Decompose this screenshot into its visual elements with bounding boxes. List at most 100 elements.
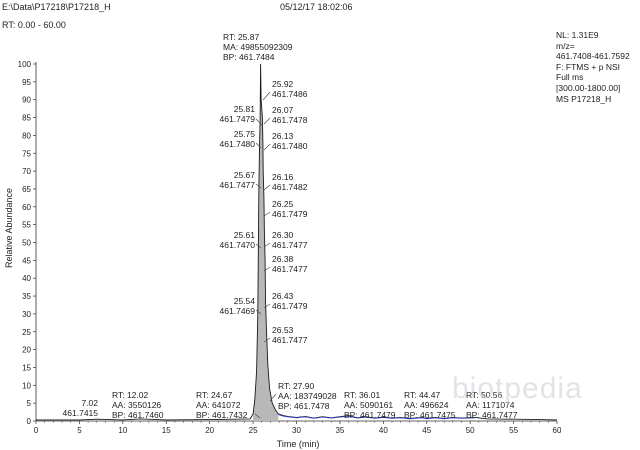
peak-label: 25.54 461.7469 xyxy=(220,296,256,316)
acquisition-datetime: 05/12/17 18:02:06 xyxy=(280,2,353,12)
peak-label-line: 7.02 xyxy=(81,398,98,408)
y-tick-label: 70 xyxy=(22,167,31,176)
x-tick-label: 15 xyxy=(162,426,171,435)
y-tick-label: 100 xyxy=(18,60,32,69)
x-axis: 0 5 10 15 20 25 30 35 40 45 50 55 60 xyxy=(34,420,562,435)
peak-label-line: RT: 25.87 xyxy=(223,32,260,42)
y-tick-label: 40 xyxy=(22,274,31,283)
y-tick-label: 35 xyxy=(22,292,31,301)
label-leader-line xyxy=(255,309,262,315)
peak-label-line: 26.16 xyxy=(272,172,294,182)
y-axis: 0 5 10 15 20 25 30 35 40 45 50 55 60 65 70 75 80 85 90 95 10… xyxy=(18,60,37,426)
peak-label: 26.07 461.7478 xyxy=(272,105,308,125)
x-axis-label: Time (min) xyxy=(277,439,320,449)
peak-label: 25.61 461.7470 xyxy=(220,230,256,250)
label-leader-line xyxy=(255,183,262,189)
peak-label-line: 461.7486 xyxy=(272,89,308,99)
peak-label-line: 461.7477 xyxy=(272,335,308,345)
peak-label: RT: 12.02 AA: 3550126 BP: 461.7460 xyxy=(112,390,164,420)
y-tick-label: 15 xyxy=(22,363,31,372)
peak-label: 7.02 461.7415 xyxy=(63,398,99,418)
peak-label-line: 461.7477 xyxy=(272,264,308,274)
x-tick-label: 35 xyxy=(335,426,344,435)
label-leader-line xyxy=(263,184,271,191)
peak-label-line: BP: 461.7484 xyxy=(223,52,275,62)
peak-label-line: AA: 1171074 xyxy=(466,400,515,410)
y-tick-label: 25 xyxy=(22,328,31,337)
peak-label: 26.13 461.7480 xyxy=(272,131,308,151)
peak-label: 26.30 461.7477 xyxy=(272,230,308,250)
info-line: NL: 1.31E9 xyxy=(556,30,599,40)
x-tick-label: 40 xyxy=(379,426,388,435)
peak-label: RT: 25.87 MA: 49855092309 BP: 461.7484 xyxy=(223,32,293,62)
x-tick-label: 10 xyxy=(118,426,127,435)
label-leader-line xyxy=(263,117,271,125)
peak-label-line: 25.61 xyxy=(234,230,256,240)
peak-label-line: 461.7478 xyxy=(272,115,308,125)
peak-label-line: RT: 24.67 xyxy=(196,390,233,400)
rt-range: RT: 0.00 - 60.00 xyxy=(2,20,66,30)
label-leader-line xyxy=(263,143,271,151)
y-tick-label: 5 xyxy=(27,399,32,408)
peak-label-line: 25.54 xyxy=(234,296,256,306)
peak-label: 26.53 461.7477 xyxy=(272,325,308,345)
peak-label-line: 461.7479 xyxy=(272,209,308,219)
y-tick-label: 85 xyxy=(22,114,31,123)
peak-label-line: RT: 27.90 xyxy=(278,381,315,391)
peak-label-line: BP: 461.7477 xyxy=(466,410,518,420)
peak-label-line: 25.75 xyxy=(234,129,256,139)
peak-label-line: BP: 461.7460 xyxy=(112,410,164,420)
peak-label: 25.81 461.7479 xyxy=(220,104,256,124)
y-tick-label: 20 xyxy=(22,346,31,355)
label-leader-line xyxy=(263,242,271,248)
y-tick-label: 60 xyxy=(22,203,31,212)
peak-label-line: BP: 461.7478 xyxy=(278,401,330,411)
peak-label: 26.43 461.7479 xyxy=(272,291,308,311)
baseline-trace xyxy=(278,414,476,420)
peak-label-line: AA: 641072 xyxy=(196,400,241,410)
label-leader-line xyxy=(255,118,263,126)
peak-label-line: 461.7470 xyxy=(220,240,256,250)
peak-label: 26.38 461.7477 xyxy=(272,254,308,274)
peak-label-line: 25.67 xyxy=(234,170,256,180)
peak-label: RT: 36.01 AA: 5090161 BP: 461.7479 xyxy=(344,390,396,420)
y-tick-label: 45 xyxy=(22,256,31,265)
peak-label-line: 461.7477 xyxy=(272,240,308,250)
peak-label-line: 26.25 xyxy=(272,199,294,209)
peak-label-line: 26.38 xyxy=(272,254,294,264)
y-tick-label: 95 xyxy=(22,78,31,87)
file-path: E:\Data\P17218\P17218_H xyxy=(2,2,111,12)
peak-label-line: RT: 50.56 xyxy=(466,390,503,400)
peak-label-line: 26.53 xyxy=(272,325,294,335)
peak-label: RT: 44.47 AA: 496624 BP: 461.7475 xyxy=(404,390,456,420)
y-tick-label: 80 xyxy=(22,131,31,140)
peak-label-line: 461.7477 xyxy=(220,180,256,190)
y-tick-label: 90 xyxy=(22,96,31,105)
peak-label-line: MA: 49855092309 xyxy=(223,42,293,52)
peak-label-line: 461.7479 xyxy=(272,301,308,311)
peak-label-line: RT: 36.01 xyxy=(344,390,381,400)
info-line: 461.7408-461.7592 xyxy=(556,51,630,62)
peak-label: 25.67 461.7477 xyxy=(220,170,256,190)
scan-info-box: NL: 1.31E9 m/z= 461.7408-461.7592 F: FTM… xyxy=(556,30,630,104)
watermark-logo: biotpedia xyxy=(452,372,583,405)
peak-label: RT: 24.67 AA: 641072 BP: 461.7432 xyxy=(196,390,248,420)
info-line: Full ms xyxy=(556,72,584,83)
peak-label-line: 461.7480 xyxy=(272,141,308,151)
peak-label-line: 26.13 xyxy=(272,131,294,141)
peak-label-line: 25.81 xyxy=(234,104,256,114)
y-tick-label: 65 xyxy=(22,185,31,194)
peak-label-line: 461.7479 xyxy=(220,114,256,124)
x-tick-label: 60 xyxy=(553,426,562,435)
label-leader-line xyxy=(255,243,262,249)
peak-label-line: AA: 183749028 xyxy=(278,391,337,401)
peak-label-line: 461.7469 xyxy=(220,306,256,316)
y-tick-label: 75 xyxy=(22,149,31,158)
y-tick-label: 55 xyxy=(22,221,31,230)
info-line: m/z= xyxy=(556,40,575,51)
peak-label-line: AA: 3550126 xyxy=(112,400,161,410)
x-tick-label: 45 xyxy=(422,426,431,435)
peak-label-line: AA: 5090161 xyxy=(344,400,393,410)
x-tick-label: 20 xyxy=(205,426,214,435)
label-leader-line xyxy=(254,413,261,419)
